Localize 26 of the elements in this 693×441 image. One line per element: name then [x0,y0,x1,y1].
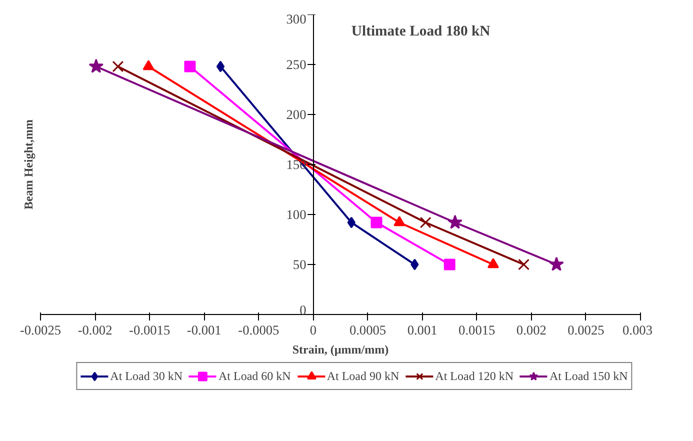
legend-label: At Load 150 kN [549,368,628,384]
y-tick-label: 50 [292,257,307,272]
x-tick-label: 0.0005 [349,322,386,338]
x-tick-label: -0.0015 [129,322,170,338]
x-axis-title: Strain, (µmm/mm) [292,342,389,356]
x-tick-label: 0 [310,322,317,338]
legend-label: At Load 120 kN [435,368,514,384]
x-tick-label: -0.0005 [238,322,280,338]
y-tick-label: 300 [286,12,307,26]
x-tick-label: -0.002 [78,322,112,338]
x-tick-label: 0.0015 [458,322,496,338]
legend-label: At Load 90 kN [326,368,400,384]
legend-label: At Load 60 kN [218,368,291,384]
text: Ultimate Load 180 kN [351,24,491,40]
y-tick-label: 100 [286,207,307,222]
x-tick-label: 0.001 [407,322,438,338]
y-tick-label: 250 [286,57,307,72]
x-tick-label: -0.0025 [20,322,62,338]
x-tick-label: 0.0025 [568,322,605,338]
y-tick-label: 0 [300,302,307,318]
y-tick-label: 200 [286,107,307,122]
legend-label: At Load 30 kN [110,368,183,384]
x-tick-label: 0.003 [622,322,653,338]
y-axis-title: Beam Height,mm [22,120,36,210]
x-tick-label: -0.001 [186,322,222,338]
x-tick-label: 0.002 [516,322,546,338]
